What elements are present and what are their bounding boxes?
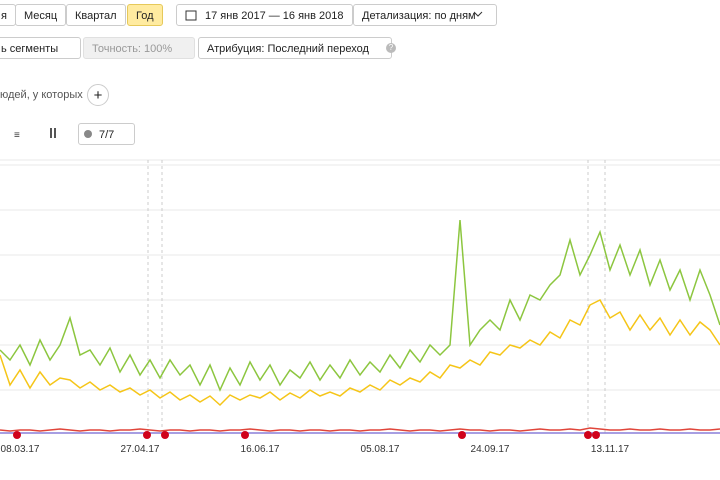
grid xyxy=(0,159,720,435)
attribution-select[interactable]: Атрибуция: Последний переход xyxy=(198,37,392,59)
accuracy-select[interactable]: Точность: 100% xyxy=(83,37,196,59)
segments-select[interactable]: ь сегменты xyxy=(0,37,82,59)
x-tick-label: 24.09.17 xyxy=(471,444,510,455)
detail-select[interactable]: Детализация: по дням xyxy=(353,4,497,26)
period-button[interactable]: Год xyxy=(127,4,163,26)
svg-text:≡: ≡ xyxy=(14,130,20,141)
period-button[interactable]: Квартал xyxy=(66,4,126,26)
toolbar-icons: ≡ xyxy=(14,10,483,141)
add-button[interactable]: + xyxy=(87,84,109,106)
period-button[interactable]: Месяц xyxy=(15,4,67,26)
x-tick-label: 13.11.17 xyxy=(591,444,630,455)
filter-text: юдей, у которых xyxy=(0,89,83,101)
event-markers xyxy=(13,431,600,439)
x-tick-label: 27.04.17 xyxy=(121,444,160,455)
x-tick-label: 05.08.17 xyxy=(361,444,400,455)
help-icon[interactable]: ? xyxy=(386,43,396,53)
period-button[interactable]: я xyxy=(0,4,16,26)
series-line xyxy=(0,299,720,407)
goals-select[interactable]: 7/7 xyxy=(78,123,136,145)
series-line xyxy=(0,427,720,432)
series-line xyxy=(0,219,720,392)
x-tick-label: 16.06.17 xyxy=(241,444,280,455)
x-tick-label: 08.03.17 xyxy=(1,444,40,455)
date-range[interactable]: 17 янв 2017 — 16 янв 2018 xyxy=(176,4,353,26)
